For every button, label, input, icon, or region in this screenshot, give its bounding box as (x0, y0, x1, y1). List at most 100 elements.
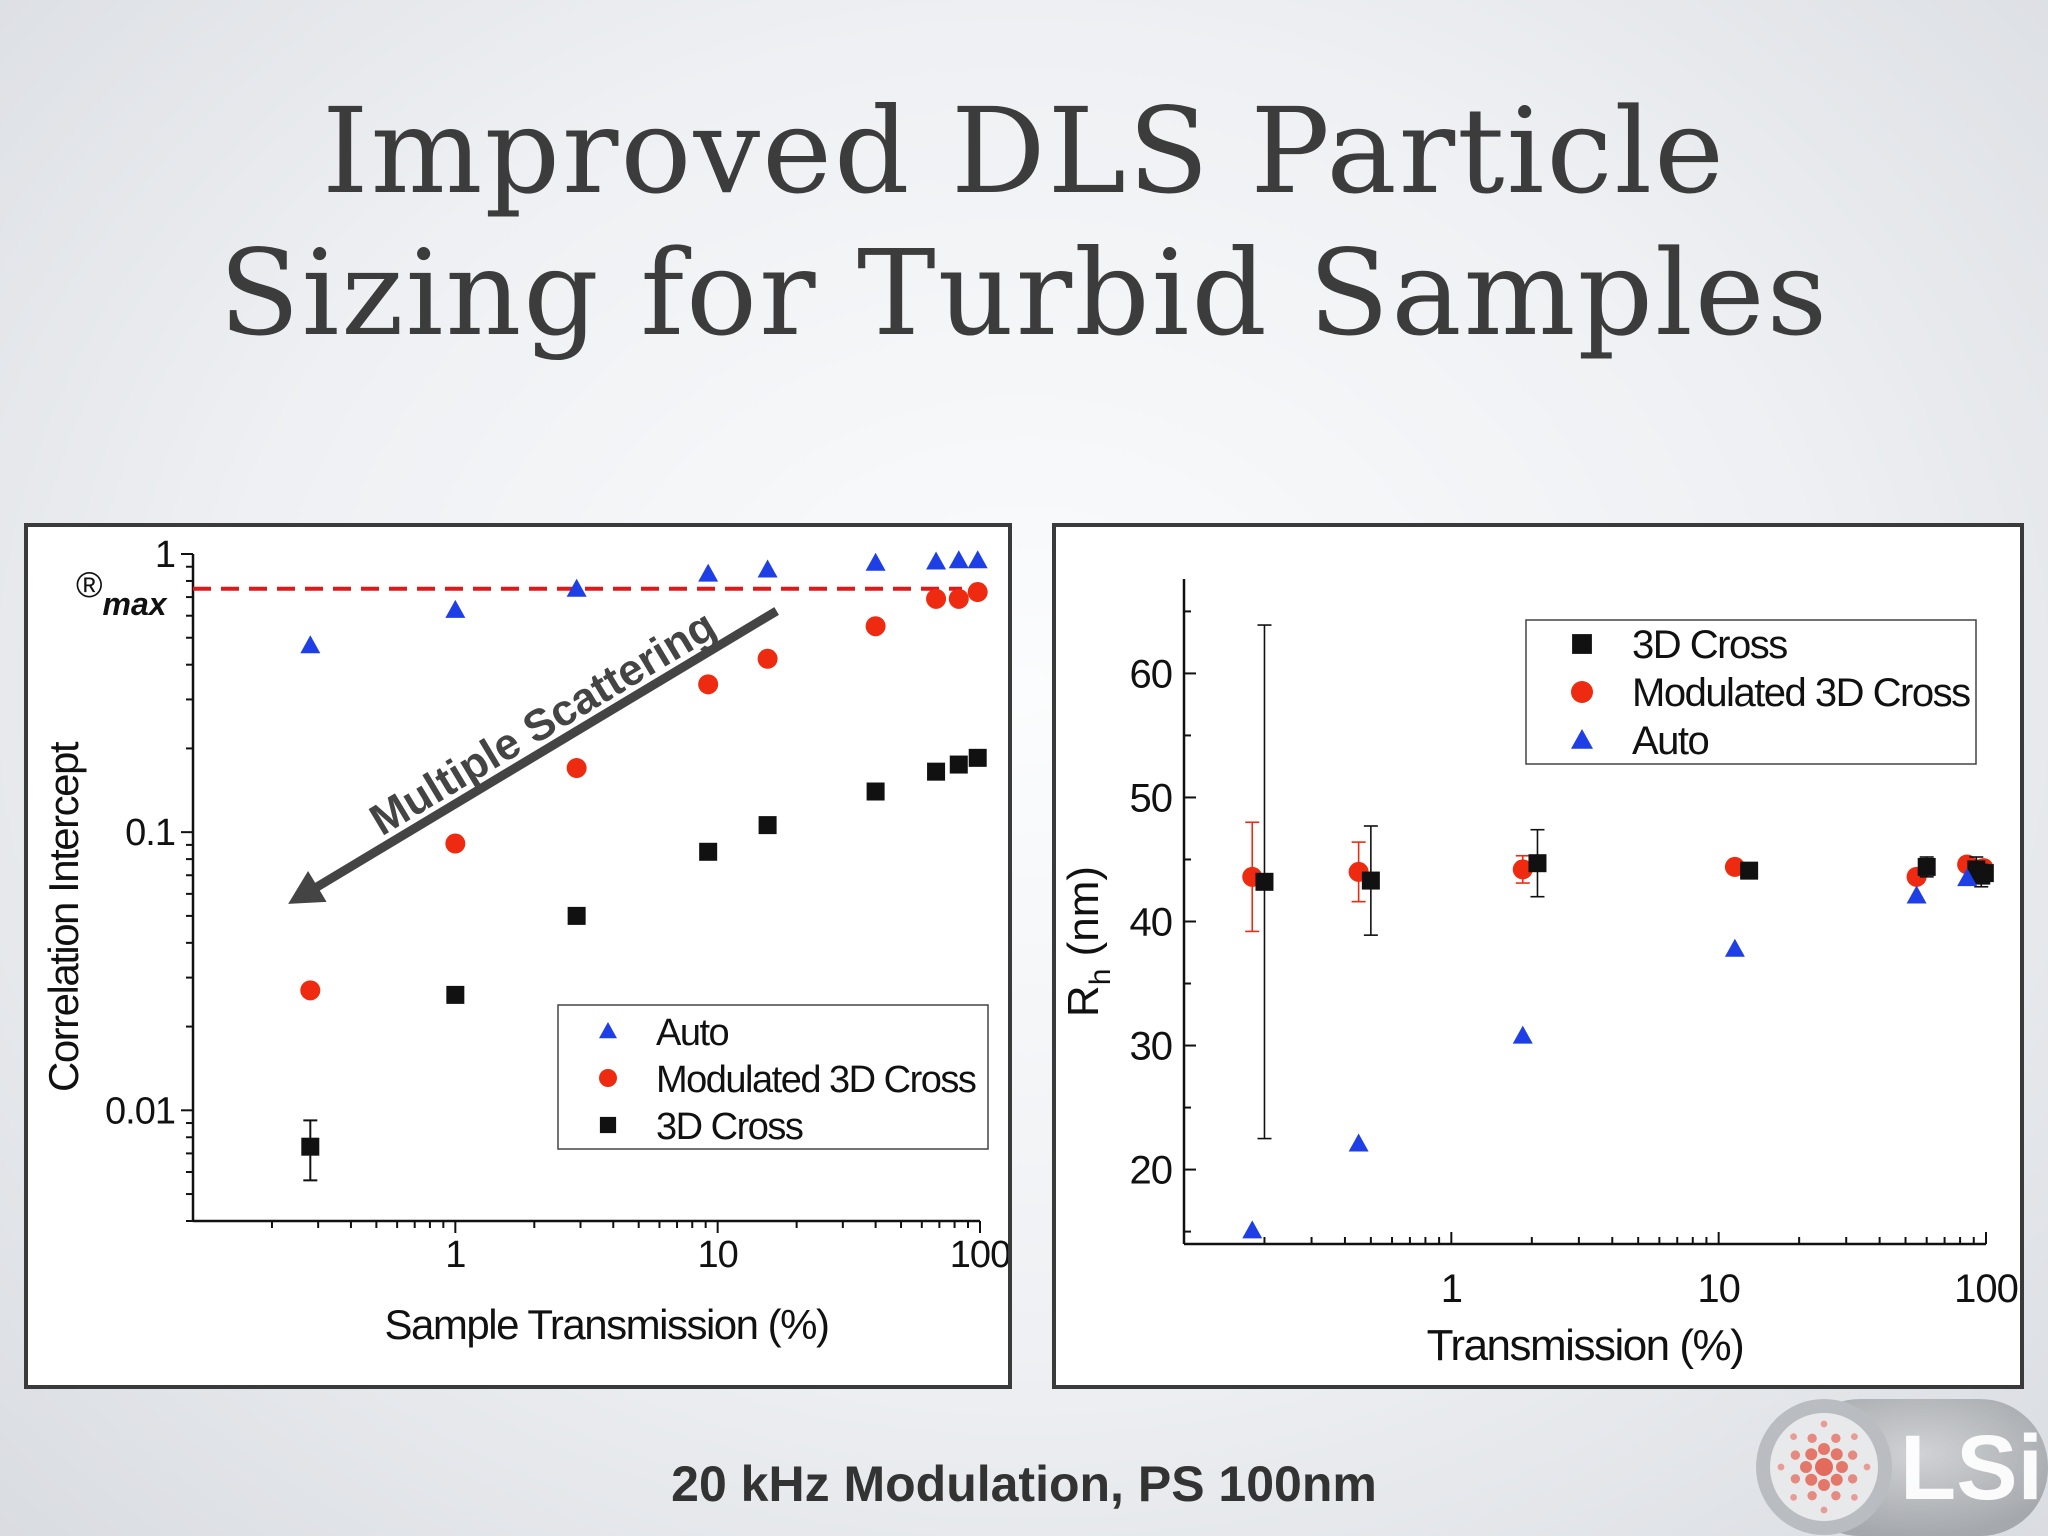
logo-dot (1777, 1463, 1785, 1471)
logo-dot (1851, 1494, 1858, 1501)
legend-label: Auto (656, 1012, 729, 1054)
y-tick-label: 0.1 (125, 812, 175, 854)
y-tick-label: 50 (1130, 776, 1173, 820)
annotation-arrow-head (288, 870, 327, 904)
data-point (698, 674, 719, 695)
data-point (1917, 857, 1936, 876)
data-point (1361, 871, 1380, 890)
y-axis-label: Correlation Intercept (40, 741, 87, 1092)
data-point (1528, 854, 1547, 873)
data-point (698, 563, 719, 582)
y-tick-label: 0.01 (105, 1090, 175, 1132)
logo-dot (1807, 1490, 1817, 1501)
logo-dot (1818, 1443, 1830, 1455)
legend-label: Auto (1632, 719, 1709, 763)
logo-dot (1831, 1490, 1841, 1501)
data-point (1724, 856, 1745, 877)
chart-panel-radius: 1 10 100 20 30 40 50 60 Transmission (%) Rh (nm) 3… (1052, 523, 2024, 1389)
chart-panel-correlation: 1 10 100 0.01 0.1 1 Sample Transmission (%) Cor… (24, 523, 1012, 1389)
series-auto (1242, 868, 1978, 1239)
logo-burst-icon (1777, 1420, 1871, 1514)
x-tick-label: 1 (1441, 1267, 1462, 1311)
x-tick-label: 1 (445, 1234, 465, 1276)
logo-dot (1831, 1433, 1841, 1444)
data-point (1512, 1025, 1533, 1044)
data-point (1975, 864, 1994, 883)
logo-dot (1805, 1473, 1818, 1486)
logo-text: LSi (1900, 1417, 2043, 1519)
annotation-arrow-shaft (299, 607, 779, 900)
data-point (446, 985, 465, 1004)
data-point (300, 635, 321, 654)
logo-dot (1863, 1463, 1871, 1471)
legend-box (1525, 619, 1977, 765)
series-3d-cross (1255, 624, 1994, 1140)
logo-dot (1805, 1448, 1818, 1461)
legend-label: Modulated 3D Cross (656, 1059, 976, 1101)
data-point (1348, 1133, 1369, 1152)
logo-dot (1830, 1473, 1843, 1486)
x-tick-label: 100 (1954, 1267, 2018, 1311)
annotation-label: Multiple Scattering (362, 601, 725, 845)
data-point (926, 588, 947, 609)
data-point (967, 550, 988, 569)
x-axis-label: Sample Transmission (%) (385, 1301, 829, 1348)
title-line-1: Improved DLS Particle (321, 82, 1726, 220)
logo-dot (1836, 1461, 1848, 1473)
y-tick-label: 40 (1130, 901, 1173, 945)
correlation-intercept-chart: 1 10 100 0.01 0.1 1 Sample Transmission (%) Cor… (40, 534, 1008, 1348)
data-point (865, 616, 886, 637)
legend-marker (599, 1069, 617, 1087)
data-point (567, 906, 586, 925)
series-modulated-3d-cross (300, 582, 988, 1001)
logo-dot (1800, 1461, 1812, 1473)
y-tick-label: 30 (1130, 1025, 1173, 1069)
legend-marker (1571, 681, 1593, 703)
x-tick-label: 10 (698, 1234, 738, 1276)
data-point (1724, 938, 1745, 957)
data-point (1957, 868, 1978, 887)
logo-dot (1790, 1450, 1801, 1460)
x-tick-label: 10 (1697, 1267, 1740, 1311)
data-point (566, 578, 587, 597)
series-3d-cross (301, 748, 987, 1182)
legend: Auto Modulated 3D Cross 3D Cross (557, 1004, 989, 1150)
data-point (948, 550, 969, 569)
series-modulated-3d-cross (1242, 821, 1994, 933)
logo-dot (1847, 1450, 1858, 1460)
data-point (758, 816, 777, 835)
logo-dot (1820, 1506, 1828, 1514)
data-point (1255, 872, 1274, 891)
data-point (1242, 1220, 1263, 1239)
y-tick-label: 1 (155, 534, 175, 576)
logo-dot (1847, 1474, 1858, 1484)
logo-dot (1830, 1448, 1843, 1461)
slide-caption: 20 kHz Modulation, PS 100nm (671, 1456, 1377, 1512)
data-point (968, 748, 987, 767)
data-point (1906, 885, 1927, 904)
y-axis-label: Rh (nm) (1059, 866, 1117, 1017)
x-tick-label: 100 (950, 1234, 1008, 1276)
data-point (699, 842, 718, 861)
data-point (445, 599, 466, 618)
title-line-2: Sizing for Turbid Samples (218, 224, 1830, 362)
data-point (566, 758, 587, 779)
logo-dot (1815, 1458, 1833, 1476)
logo-dot (1851, 1433, 1858, 1440)
legend-marker (599, 1116, 617, 1134)
data-point (757, 648, 778, 669)
hydrodynamic-radius-chart: 1 10 100 20 30 40 50 60 Transmission (%) Rh (nm) 3… (1059, 579, 2019, 1370)
data-point (757, 559, 778, 578)
slide-title: Improved DLS Particle Sizing for Turbid … (0, 80, 2048, 364)
data-point (300, 980, 321, 1001)
legend-marker (1571, 729, 1593, 749)
series-auto (300, 550, 988, 654)
logo-dot (1790, 1433, 1797, 1440)
legend-label: 3D Cross (1632, 623, 1787, 667)
data-point (926, 551, 947, 570)
data-point (445, 833, 466, 854)
data-point (967, 582, 988, 603)
legend-label: Modulated 3D Cross (1632, 671, 1970, 715)
y-tick-label: 60 (1130, 652, 1173, 696)
